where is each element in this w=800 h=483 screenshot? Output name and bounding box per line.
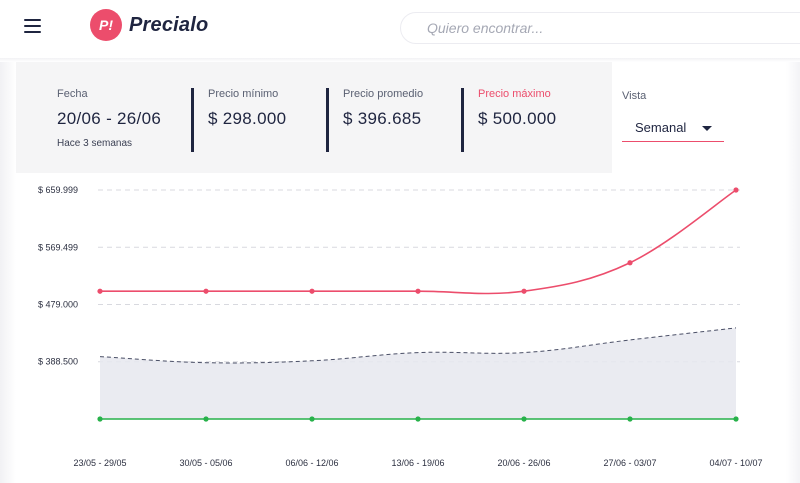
min-price-point: [415, 416, 421, 422]
min-price-point: [627, 416, 633, 422]
x-tick-label: 23/05 - 29/05: [73, 458, 126, 468]
avg-price-line: [99, 327, 737, 364]
stat-min-value: $ 298.000: [208, 109, 287, 128]
search-input[interactable]: [427, 13, 787, 43]
stat-max-value: $ 500.000: [478, 109, 557, 128]
view-selector: Vista Semanal: [622, 90, 724, 143]
view-dropdown-value: Semanal: [635, 120, 687, 135]
x-tick-label: 20/06 - 26/06: [497, 458, 550, 468]
y-tick-label: $ 569.499: [38, 242, 78, 252]
min-price-point: [521, 416, 527, 422]
x-tick-label: 06/06 - 12/06: [285, 458, 338, 468]
min-price-point: [309, 416, 315, 422]
stat-min-label: Precio mínimo: [208, 88, 279, 100]
max-price-point: [627, 260, 633, 266]
y-tick-label: $ 659.999: [38, 185, 78, 195]
view-dropdown[interactable]: Semanal: [622, 110, 724, 142]
max-price-point: [521, 288, 527, 294]
stat-avg-value: $ 396.685: [343, 109, 422, 128]
logo[interactable]: P! Precialo: [90, 8, 208, 42]
max-price-point: [97, 288, 103, 294]
y-tick-label: $ 388.500: [38, 357, 78, 367]
stat-min-price: Precio mínimo $ 298.000: [191, 88, 286, 152]
right-shadow: [786, 58, 800, 483]
hamburger-menu-icon[interactable]: [22, 17, 44, 35]
stat-date-label: Fecha: [57, 88, 88, 100]
x-tick-label: 04/07 - 10/07: [709, 458, 762, 468]
header-shadow: [0, 58, 800, 62]
stat-date-sub: Hace 3 semanas: [57, 138, 133, 149]
max-price-point: [309, 288, 315, 294]
max-price-point: [733, 187, 739, 193]
x-tick-label: 27/06 - 03/07: [603, 458, 656, 468]
stat-max-price: Precio máximo $ 500.000: [461, 88, 556, 152]
x-tick-label: 13/06 - 19/06: [391, 458, 444, 468]
chevron-down-icon: [702, 126, 712, 131]
stat-date-value: 20/06 - 26/06: [57, 109, 162, 128]
logo-text: Precialo: [129, 13, 209, 36]
x-tick-label: 30/05 - 05/06: [179, 458, 232, 468]
avg-price-area: [100, 327, 736, 419]
view-label: Vista: [622, 90, 647, 102]
price-history-chart: $ 388.500 $ 479.000 $ 569.499 $ 659.999 23/0…: [0, 172, 800, 483]
max-price-line: [100, 189, 737, 295]
chart-svg: $ 388.500 $ 479.000 $ 569.499 $ 659.999 23/0…: [38, 185, 763, 468]
stat-avg-label: Precio promedio: [343, 88, 424, 100]
y-tick-label: $ 479.000: [38, 299, 78, 309]
min-price-point: [203, 416, 209, 422]
stat-avg-price: Precio promedio $ 396.685: [326, 88, 423, 152]
min-price-point: [97, 416, 103, 422]
stat-max-label: Precio máximo: [478, 88, 551, 100]
max-price-point: [415, 288, 421, 294]
min-price-point: [733, 416, 739, 422]
left-shadow: [0, 58, 16, 483]
logo-mark: P!: [90, 9, 122, 41]
stat-date: Fecha 20/06 - 26/06 Hace 3 semanas: [57, 88, 161, 154]
search-box: [400, 12, 800, 44]
top-header: P! Precialo: [0, 0, 800, 58]
price-summary-panel: Fecha 20/06 - 26/06 Hace 3 semanas Preci…: [16, 62, 612, 173]
max-price-point: [203, 288, 209, 294]
